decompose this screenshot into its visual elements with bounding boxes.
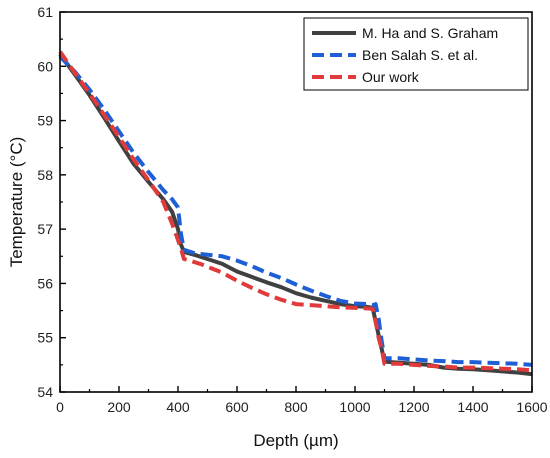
y-tick-label: 59 [37, 113, 53, 129]
y-tick-label: 55 [37, 330, 53, 346]
x-tick-label: 400 [166, 399, 190, 415]
y-tick-label: 56 [37, 275, 53, 291]
x-tick-label: 1400 [457, 399, 488, 415]
x-tick-label: 600 [225, 399, 249, 415]
axes-layer: 0 200 400 600 800 1000 1200 1400 1600 54 55 56 57 58 5… [37, 4, 547, 415]
legend-label: Our work [362, 69, 420, 85]
series-line [58, 50, 533, 373]
y-tick-label: 57 [37, 221, 53, 237]
legend-label: M. Ha and S. Graham [362, 25, 498, 41]
legend-label: Ben Salah S. et al. [362, 47, 478, 63]
y-tick-label: 60 [37, 58, 53, 74]
x-tick-label: 800 [284, 399, 308, 415]
legend: M. Ha and S. Graham Ben Salah S. et al. Ou… [303, 17, 529, 91]
x-tick-label: 1600 [516, 399, 547, 415]
y-tick-label: 54 [37, 384, 53, 400]
x-tick-label: 1000 [339, 399, 370, 415]
x-tick-label: 1200 [398, 399, 429, 415]
y-tick-label: 58 [37, 167, 53, 183]
series-line [58, 55, 533, 367]
y-tick-label: 61 [37, 4, 53, 20]
y-axis-title: Temperature (°C) [7, 137, 26, 268]
x-axis-title: Depth (µm) [253, 431, 338, 450]
x-tick-label: 200 [107, 399, 131, 415]
series-layer [58, 50, 533, 377]
x-tick-label: 0 [56, 399, 64, 415]
